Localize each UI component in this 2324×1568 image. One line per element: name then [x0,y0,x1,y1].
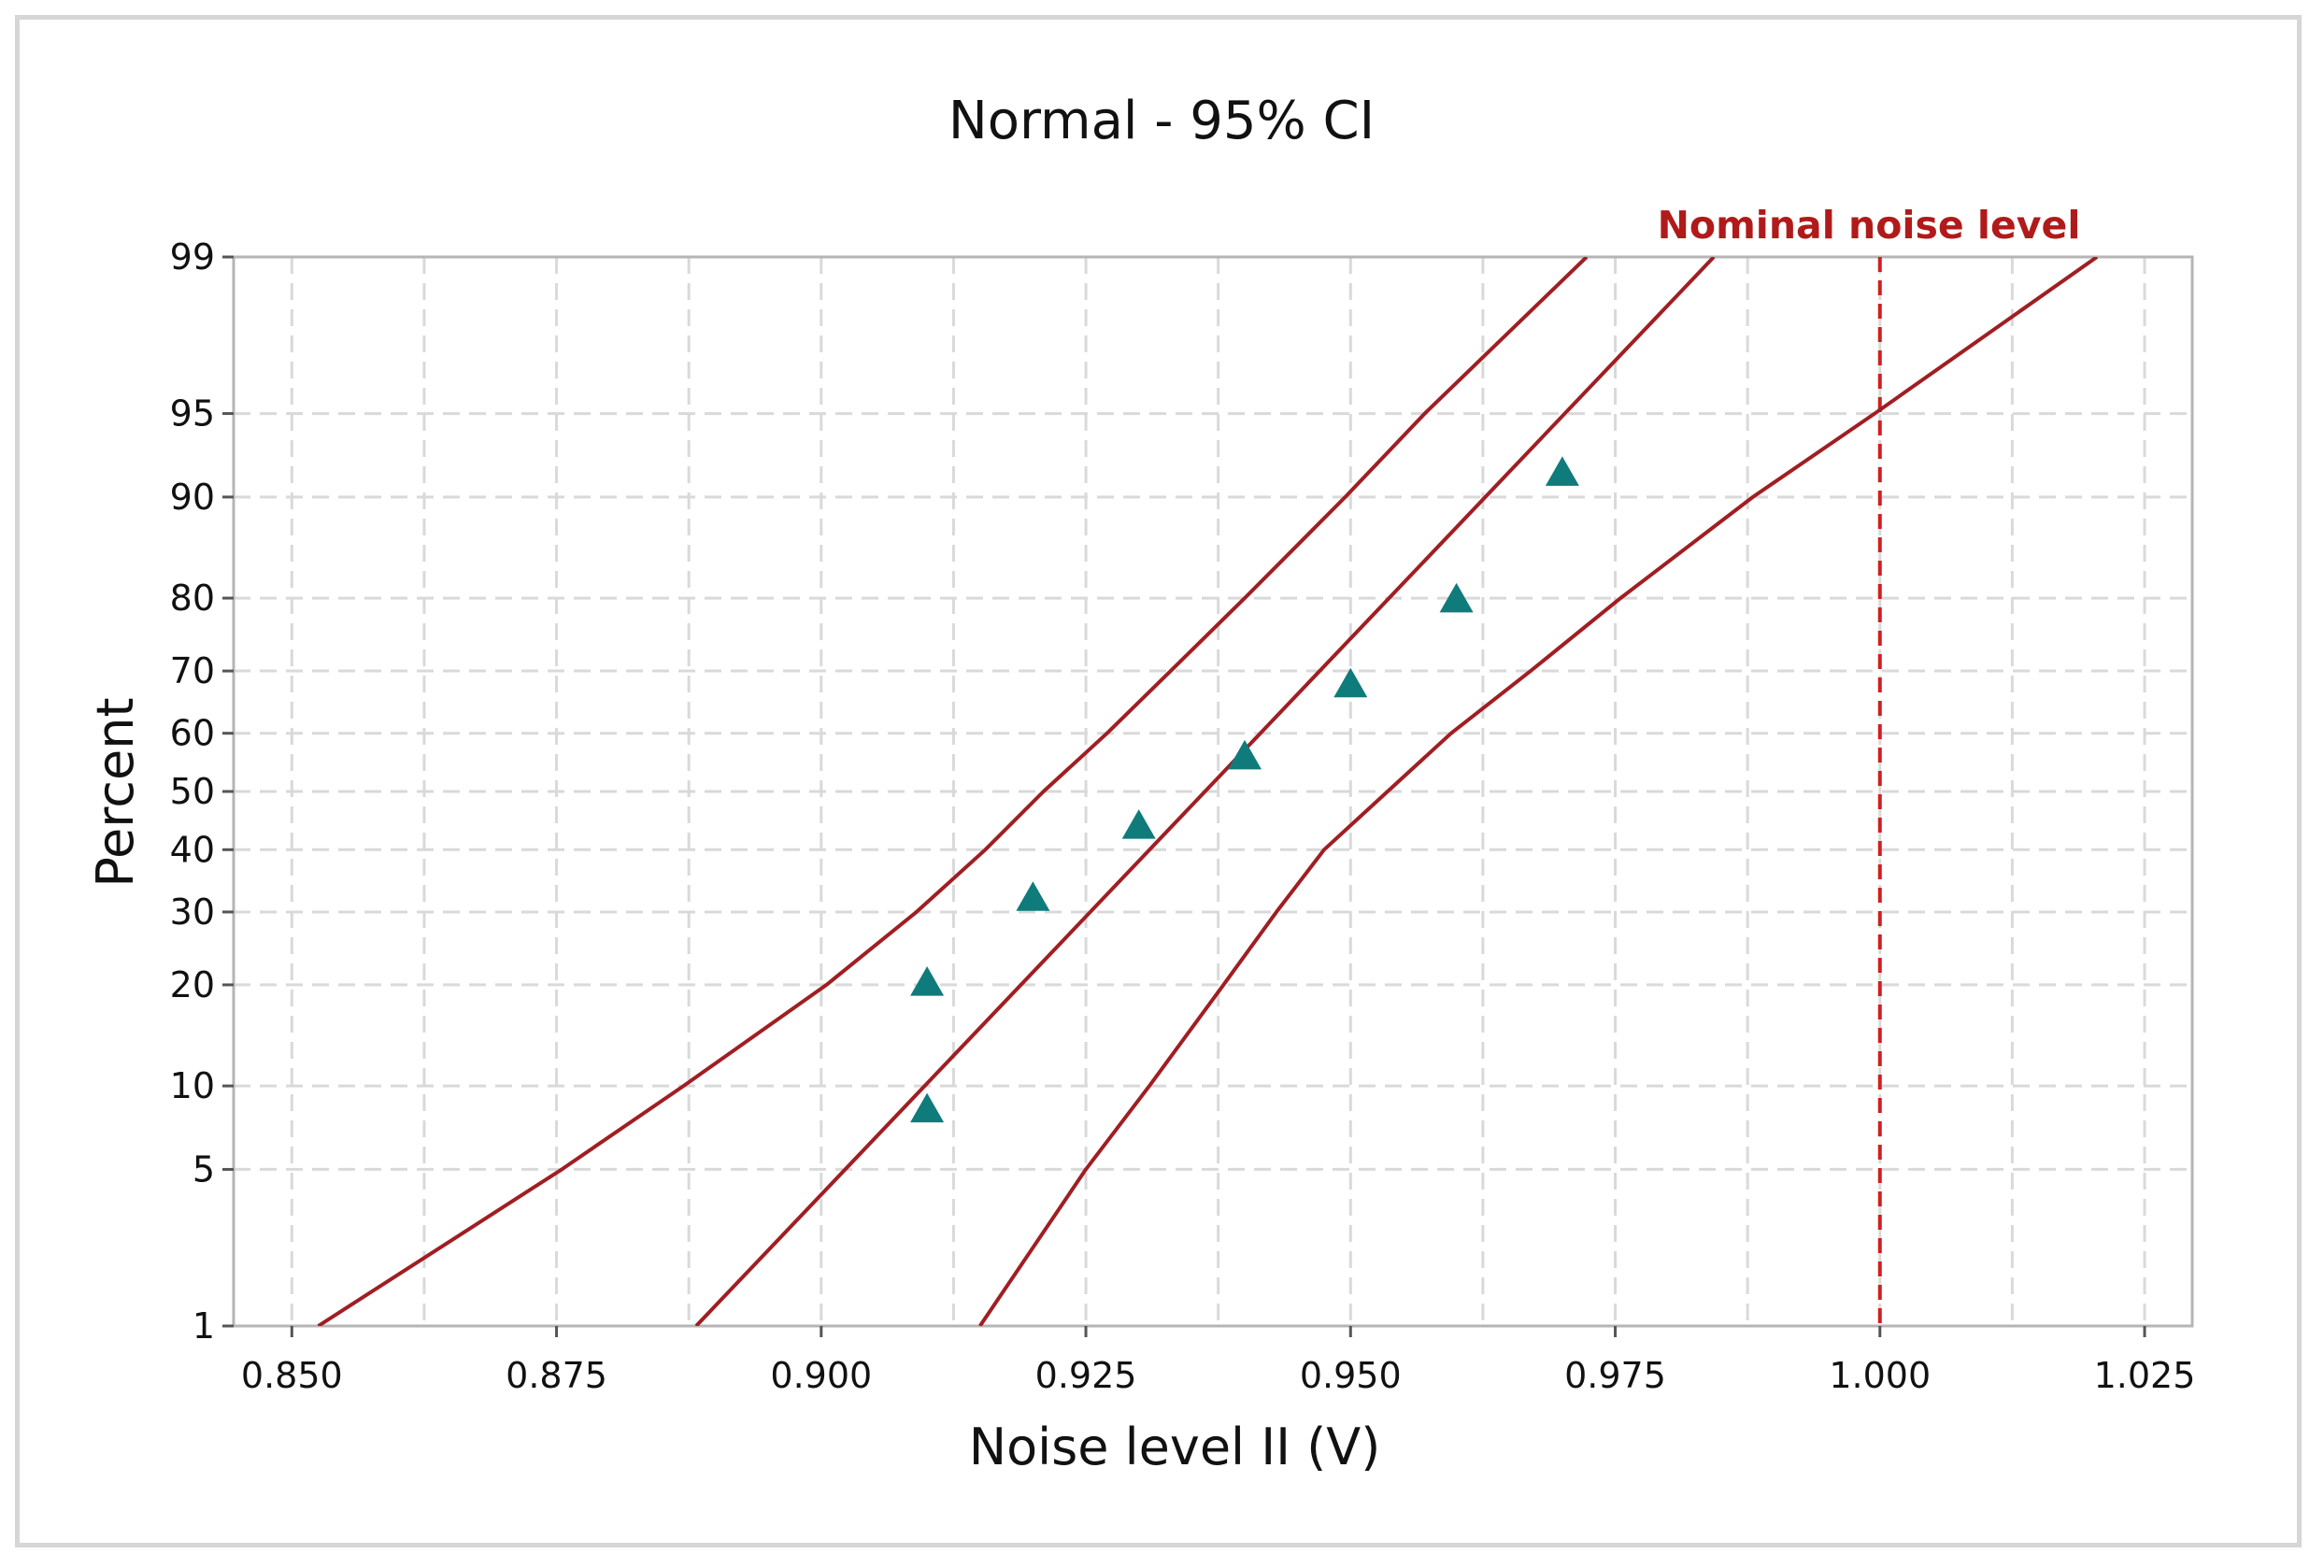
x-axis-label: Noise level II (V) [969,1418,1381,1476]
data-point [1439,582,1474,613]
x-tick-label: 0.850 [241,1355,343,1396]
x-tick-label: 1.025 [2094,1355,2196,1396]
y-axis-ticks: 1 5 10 20 30 40 50 60 70 80 90 95 99 [170,236,234,1347]
data-point [910,966,945,996]
x-tick-label: 0.950 [1300,1355,1402,1396]
y-tick-label: 40 [170,829,215,870]
y-tick-label: 20 [170,964,215,1005]
data-points [910,456,1579,1123]
x-tick-label: 1.000 [1829,1355,1931,1396]
x-tick-label: 0.925 [1035,1355,1137,1396]
y-tick-label: 5 [192,1148,215,1190]
reference-line-group: Nominal noise level [1658,203,2081,1326]
chart-frame [15,15,2302,1547]
fit-line [694,257,1716,1326]
data-point [1545,456,1579,486]
data-point [1227,739,1262,770]
x-tick-label: 0.975 [1564,1355,1666,1396]
x-tick-label: 0.900 [770,1355,872,1396]
y-tick-label: 60 [170,713,215,754]
confidence-bounds [317,257,2099,1326]
data-point [1333,667,1368,698]
y-tick-label: 90 [170,477,215,518]
y-tick-label: 99 [170,236,215,278]
ci-upper-bound [978,257,2099,1326]
y-tick-label: 80 [170,577,215,619]
chart-title: Normal - 95% CI [948,91,1375,151]
y-axis-label: Percent [86,697,145,887]
data-point [1016,881,1050,911]
reference-line-label: Nominal noise level [1658,203,2081,248]
y-tick-label: 95 [170,393,215,435]
y-tick-label: 30 [170,891,215,933]
fit-line-group [694,257,1716,1326]
y-tick-label: 1 [192,1305,215,1347]
x-tick-label: 0.875 [506,1355,607,1396]
y-tick-label: 70 [170,650,215,691]
data-point [910,1092,945,1123]
data-point [1121,809,1156,839]
ci-lower-bound [317,257,1589,1326]
gridlines [234,257,2192,1326]
y-tick-label: 50 [170,771,215,812]
y-tick-label: 10 [170,1065,215,1106]
x-axis-ticks: 0.850 0.875 0.900 0.925 0.950 0.975 1.000 1.025 [241,1326,2195,1396]
